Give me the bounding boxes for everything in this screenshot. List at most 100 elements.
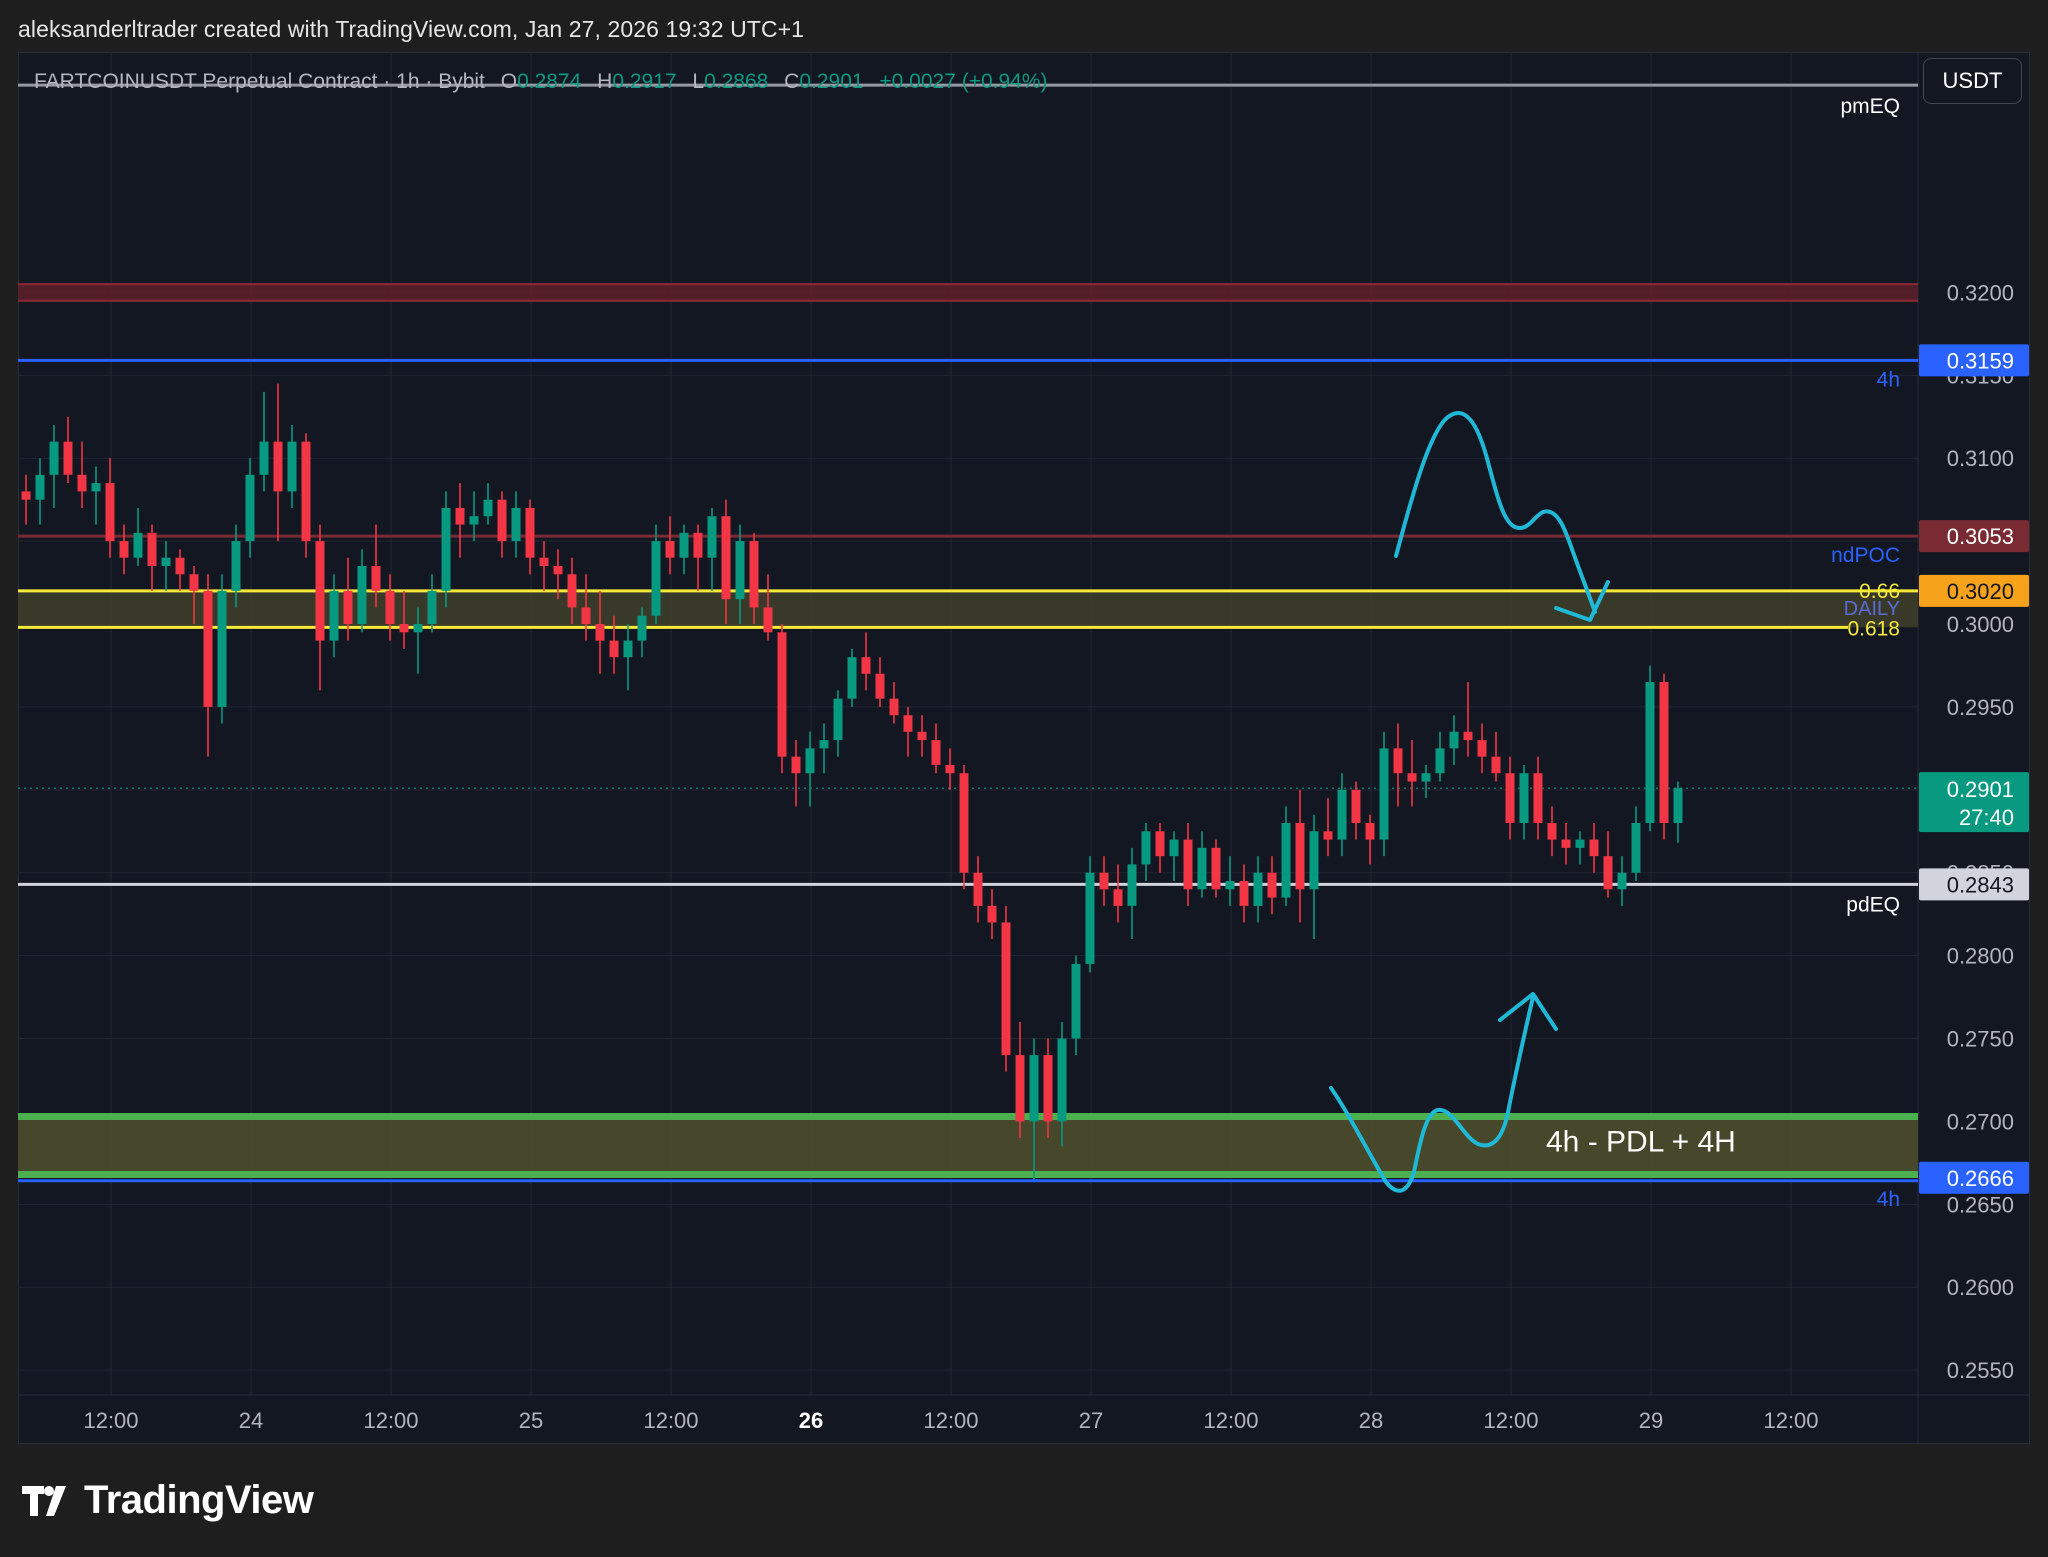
candle-body xyxy=(539,557,549,566)
candle-body xyxy=(399,624,409,633)
time-tick-label: 27 xyxy=(1079,1408,1103,1433)
price-tick-label: 0.3000 xyxy=(1947,612,2014,637)
price-tick-label: 0.2750 xyxy=(1947,1027,2014,1052)
candle-body xyxy=(623,640,633,658)
candle-body xyxy=(63,441,73,475)
candle-body xyxy=(1351,789,1361,823)
brand: TradingView xyxy=(22,1478,314,1523)
candle-body xyxy=(301,441,311,542)
candle-body xyxy=(665,541,675,558)
candle-body xyxy=(833,698,843,741)
price-tag-4h-bottom: 0.2666 xyxy=(1947,1166,2014,1191)
candle-body xyxy=(133,532,143,558)
symbol-description[interactable]: FARTCOINUSDT Perpetual Contract · 1h · B… xyxy=(34,70,485,93)
author-name[interactable]: aleksanderltrader xyxy=(18,16,198,42)
candle-body xyxy=(917,731,927,741)
candle-body xyxy=(1561,839,1571,848)
candle-body xyxy=(525,507,535,558)
candle-body xyxy=(1337,789,1347,840)
candle-body xyxy=(455,507,465,525)
candle-body xyxy=(315,541,325,641)
candle-body xyxy=(287,441,297,492)
candle-body xyxy=(1575,839,1585,848)
candle-body xyxy=(1001,922,1011,1056)
candle-body xyxy=(1155,831,1165,857)
candle-body xyxy=(357,565,367,625)
time-tick-label: 25 xyxy=(519,1408,543,1433)
bullish-arrow-head xyxy=(1498,992,1558,1031)
daily-label: DAILY xyxy=(1844,598,1900,620)
ndpoc-label: ndPOC xyxy=(1831,544,1900,567)
candle-body xyxy=(147,532,157,566)
candle-body xyxy=(1099,872,1109,890)
candle-body xyxy=(1365,822,1375,840)
open-label: O xyxy=(500,70,518,93)
candle-body xyxy=(637,615,647,641)
candle-body xyxy=(1071,963,1081,1039)
price-tag-ndpoc-bg xyxy=(1919,520,2029,553)
time-tick-label: 26 xyxy=(799,1408,823,1433)
candle-body xyxy=(1239,881,1249,906)
price-tick-label: 0.2650 xyxy=(1947,1192,2014,1217)
support-zone xyxy=(18,1116,1918,1175)
bearish-arrow-head xyxy=(1554,580,1610,622)
price-tag-4h-bottom-bg xyxy=(1919,1161,2029,1194)
red-zone xyxy=(18,284,1918,301)
candle-body xyxy=(749,541,759,608)
candle-body xyxy=(819,740,829,749)
open-value: 0.2874 xyxy=(517,70,582,93)
candle-body xyxy=(497,499,507,542)
candle-body xyxy=(595,624,605,641)
candle-body xyxy=(1169,839,1179,857)
candle-body xyxy=(469,516,479,525)
candle-body xyxy=(189,574,199,591)
candle-body xyxy=(119,541,129,558)
candle-body xyxy=(791,756,801,774)
candle-body xyxy=(1449,731,1459,749)
candle-body xyxy=(651,541,661,616)
level-4h-bottom-label: 4h xyxy=(1877,1188,1900,1211)
candle-body xyxy=(511,507,521,542)
candle-body xyxy=(413,624,423,633)
candle-body xyxy=(567,574,577,608)
candle-body xyxy=(1379,748,1389,840)
time-tick-label: 29 xyxy=(1639,1408,1663,1433)
candle-body xyxy=(973,872,983,906)
candle-body xyxy=(679,532,689,558)
price-tick-label: 0.2550 xyxy=(1947,1358,2014,1383)
candle-body xyxy=(875,673,885,699)
candle-body xyxy=(1057,1038,1067,1122)
candle-body xyxy=(343,590,353,625)
candle-body xyxy=(945,764,955,774)
candle-body xyxy=(217,590,227,707)
symbol-legend: FARTCOINUSDT Perpetual Contract · 1h · B… xyxy=(34,70,1048,94)
high-value: 0.2917 xyxy=(612,70,677,93)
fib-0618-label: 0.618 xyxy=(1847,617,1900,640)
candle-body xyxy=(1463,731,1473,741)
candle-body xyxy=(1589,839,1599,857)
candle-body xyxy=(21,491,31,500)
time-tick-label: 24 xyxy=(239,1408,263,1433)
candle-body xyxy=(105,483,115,542)
candle-body xyxy=(1407,773,1417,782)
low-label: L xyxy=(692,70,705,93)
price-tag-4h-top-bg xyxy=(1919,344,2029,377)
close-label: C xyxy=(784,70,800,93)
last-price-tag: 0.2901 xyxy=(1947,777,2014,802)
price-tick-label: 0.2800 xyxy=(1947,944,2014,969)
last-price-tag-bg xyxy=(1919,772,2029,833)
candle-body xyxy=(49,441,59,475)
price-tag-pdeq: 0.2843 xyxy=(1947,872,2014,897)
candle-body xyxy=(35,474,45,500)
time-tick-label: 12:00 xyxy=(923,1408,978,1433)
currency-button[interactable]: USDT xyxy=(1923,58,2022,104)
candle-body xyxy=(1029,1055,1039,1122)
price-tick-label: 0.2700 xyxy=(1947,1109,2014,1134)
created-with-text: created with TradingView.com, xyxy=(203,16,519,42)
price-tag-4h-top: 0.3159 xyxy=(1947,348,2014,373)
candle-body xyxy=(77,474,87,492)
candle-body xyxy=(259,441,269,475)
candle-body xyxy=(329,590,339,641)
timestamp: Jan 27, 2026 19:32 UTC+1 xyxy=(524,16,805,42)
